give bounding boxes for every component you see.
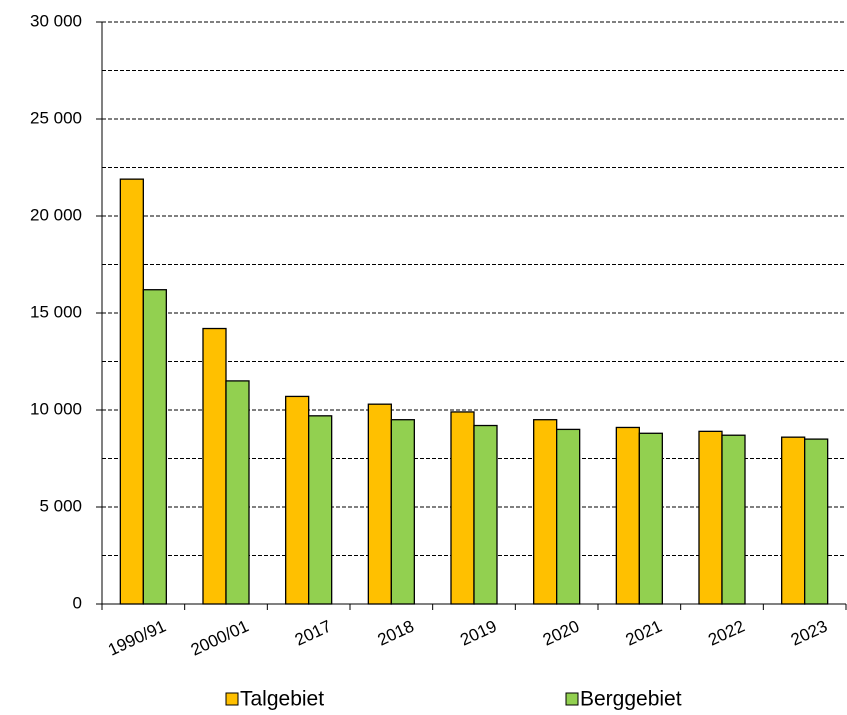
bar [119, 178, 144, 605]
bar [556, 428, 581, 605]
bar [533, 419, 558, 605]
bar [308, 415, 333, 605]
x-tick-label: 2019 [457, 616, 499, 649]
bar [285, 395, 310, 605]
bar [698, 430, 723, 605]
y-tick-label: 5 000 [39, 496, 82, 515]
bar [367, 403, 392, 605]
legend-label: Berggebiet [580, 688, 682, 711]
y-tick-label: 15 000 [30, 302, 82, 321]
bar [721, 434, 746, 605]
bar [450, 411, 475, 605]
x-tick-label: 2000/01 [188, 616, 252, 659]
y-tick-label: 20 000 [30, 205, 82, 224]
y-tick-label: 25 000 [30, 108, 82, 127]
bar [638, 432, 663, 605]
legend-swatch [225, 692, 239, 706]
bar [390, 419, 415, 605]
legend-label: Talgebiet [240, 688, 324, 711]
bar [202, 327, 227, 605]
x-tick-label: 2017 [292, 616, 334, 649]
x-tick-label: 2023 [788, 616, 830, 649]
bar [142, 289, 167, 605]
bar [473, 424, 498, 605]
x-tick-label: 2022 [705, 616, 747, 649]
bar [804, 438, 829, 605]
y-tick-label: 30 000 [30, 11, 82, 30]
x-tick-label: 1990/91 [105, 616, 169, 659]
bar [225, 380, 250, 605]
x-tick-label: 2021 [623, 616, 665, 649]
y-tick-label: 10 000 [30, 399, 82, 418]
legend-swatch [565, 692, 579, 706]
bar [781, 436, 806, 605]
bar [615, 426, 640, 605]
x-tick-label: 2018 [375, 616, 417, 649]
x-tick-label: 2020 [540, 616, 582, 649]
y-tick-label: 0 [73, 593, 82, 612]
